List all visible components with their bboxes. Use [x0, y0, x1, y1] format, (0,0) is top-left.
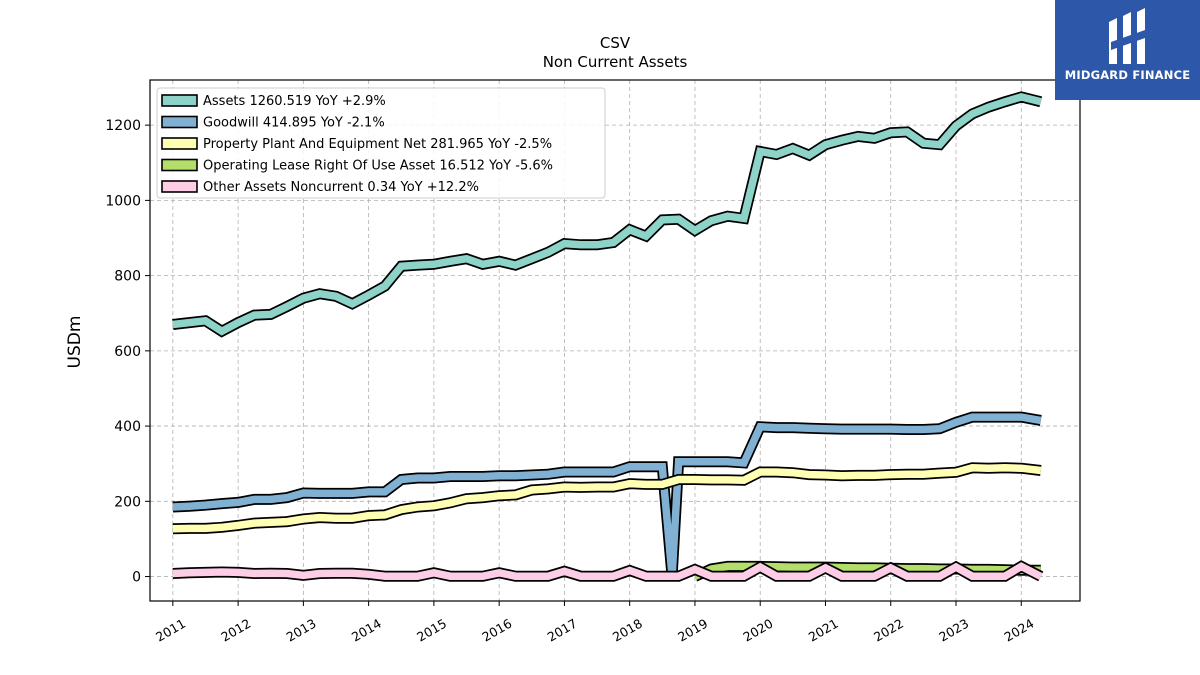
x-tick-label: 2020: [740, 616, 775, 645]
x-tick-label: 2023: [936, 616, 971, 645]
y-tick-label: 1200: [105, 118, 141, 134]
legend-swatch: [161, 180, 198, 193]
legend-label: Operating Lease Right Of Use Asset 16.51…: [203, 159, 553, 174]
x-tick-label: 2021: [806, 616, 841, 645]
y-tick-label: 800: [114, 269, 141, 285]
x-tick-label: 2022: [871, 616, 906, 645]
legend-label: Goodwill 414.895 YoY -2.1%: [203, 116, 385, 131]
legend-box: [156, 87, 606, 199]
legend: Assets 1260.519 YoY +2.9% Goodwill 414.89…: [156, 87, 606, 199]
company-logo: MIDGARD FINANCE: [1055, 0, 1200, 100]
logo-text: MIDGARD FINANCE: [1064, 68, 1191, 82]
x-tick-label: 2011: [153, 616, 188, 645]
x-tick-label: 2014: [349, 616, 384, 645]
y-tick-label: 400: [114, 419, 141, 435]
axes-frame: [149, 79, 1081, 602]
x-tick-label: 2012: [218, 616, 253, 645]
x-tick-label: 2019: [675, 616, 710, 645]
legend-swatch: [161, 94, 198, 107]
y-tick-label: 0: [132, 570, 141, 586]
plot-area: [172, 91, 1044, 582]
x-tick-label: 2018: [610, 616, 645, 645]
x-tick-label: 2015: [414, 616, 449, 645]
series-line: [172, 562, 1043, 580]
legend-swatch: [161, 115, 198, 129]
x-tick-label: 2024: [1001, 616, 1036, 645]
series-line: [172, 464, 1042, 533]
x-tick-label: 2017: [545, 616, 580, 645]
y-tick-label: 600: [114, 344, 141, 360]
chart-subtitle: Non Current Assets: [543, 53, 688, 71]
chart-title: CSV: [600, 34, 631, 52]
legend-label: Other Assets Noncurrent 0.34 YoY +12.2%: [203, 180, 479, 195]
series-line: [172, 413, 1042, 577]
x-tick-label: 2016: [479, 616, 514, 645]
y-axis-label: USDm: [65, 316, 85, 369]
x-tick-label: 2013: [284, 616, 319, 645]
legend-swatch: [161, 158, 198, 172]
legend-swatch: [161, 137, 198, 150]
legend-label: Assets 1260.519 YoY +2.9%: [203, 94, 386, 109]
y-tick-label: 1000: [105, 193, 141, 209]
y-tick-label: 200: [114, 494, 141, 510]
legend-label: Property Plant And Equipment Net 281.965…: [203, 137, 552, 152]
series-line: [172, 93, 1042, 336]
logo-mark-icon: [1109, 8, 1145, 64]
